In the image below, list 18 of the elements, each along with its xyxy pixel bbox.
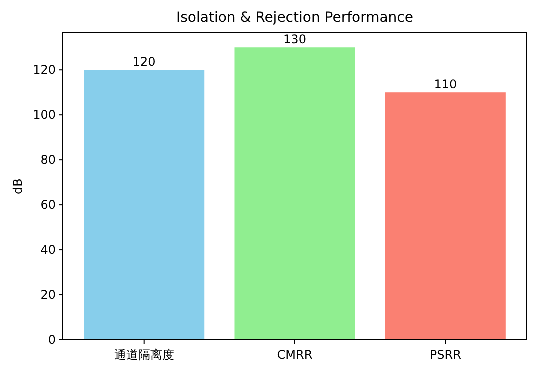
y-tick-label: 120 xyxy=(33,63,56,78)
data-label: 120 xyxy=(132,55,156,70)
bar xyxy=(385,92,506,340)
y-tick-label: 20 xyxy=(40,288,56,302)
y-tick-label: 80 xyxy=(40,153,56,168)
x-tick-label: CMRR xyxy=(277,348,313,362)
data-label: 110 xyxy=(434,78,458,92)
y-axis-title: dB xyxy=(11,178,25,194)
bar xyxy=(84,70,205,340)
y-tick-label: 100 xyxy=(33,108,56,122)
x-tick-label: 通道隔离度 xyxy=(114,348,174,362)
y-tick-label: 0 xyxy=(48,333,56,347)
data-label: 130 xyxy=(284,32,306,47)
y-tick-label: 60 xyxy=(40,198,56,212)
chart-title: Isolation & Rejection Performance xyxy=(176,10,414,26)
bar xyxy=(234,48,356,340)
x-tick-label: PSRR xyxy=(430,348,462,362)
y-tick-label: 40 xyxy=(40,243,56,258)
